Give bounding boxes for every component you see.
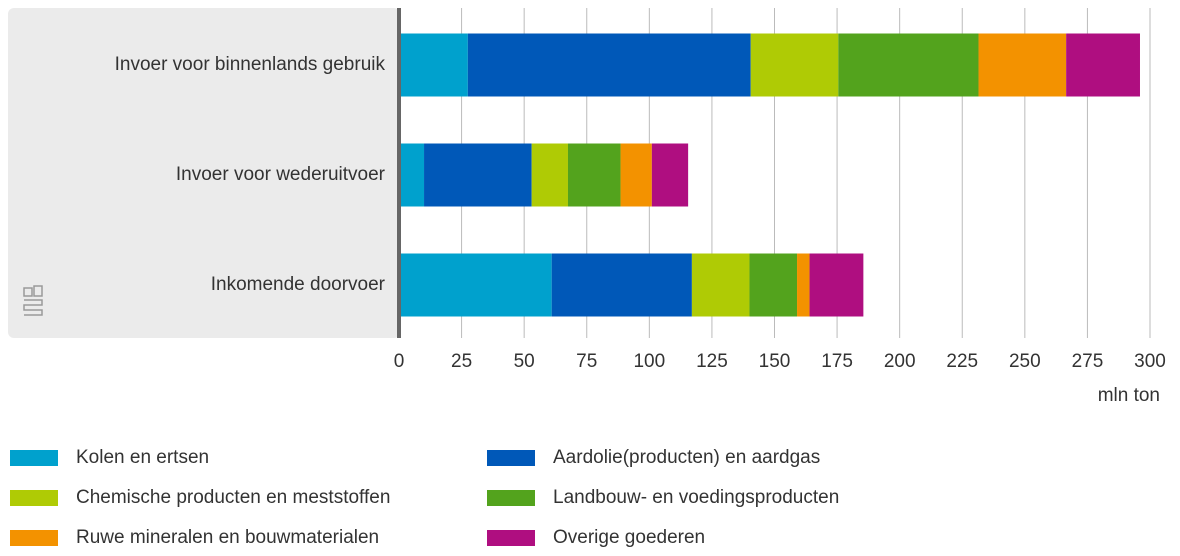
- x-tick-label: 100: [633, 351, 665, 372]
- bar-segment: [797, 253, 810, 317]
- x-tick-label: 225: [946, 351, 978, 372]
- category-panel: [8, 8, 400, 338]
- bar-segment: [399, 33, 468, 97]
- category-label: Inkomende doorvoer: [211, 274, 386, 295]
- legend-label: Kolen en ertsen: [76, 447, 209, 468]
- bar-segment: [691, 253, 750, 317]
- bar-segment: [749, 253, 798, 317]
- x-tick-label: 200: [884, 351, 916, 372]
- legend-swatch: [10, 450, 58, 466]
- bar-segment: [750, 33, 839, 97]
- legend-swatch: [487, 450, 535, 466]
- bar-segment: [978, 33, 1067, 97]
- legend-label: Ruwe mineralen en bouwmaterialen: [76, 527, 379, 548]
- legend-label: Overige goederen: [553, 527, 705, 548]
- bar-segment: [467, 33, 751, 97]
- category-label: Invoer voor wederuitvoer: [176, 164, 386, 185]
- x-tick-label: 125: [696, 351, 728, 372]
- bar-segment: [424, 143, 532, 207]
- bar-segment: [531, 143, 568, 207]
- x-tick-label: 0: [394, 351, 405, 372]
- legend-label: Landbouw- en voedingsproducten: [553, 487, 839, 508]
- logo: [23, 285, 43, 316]
- x-tick-label: 250: [1009, 351, 1041, 372]
- bar-segment: [809, 253, 864, 317]
- legend-swatch: [10, 490, 58, 506]
- legend-label: Aardolie(producten) en aardgas: [553, 447, 820, 468]
- legend-swatch: [10, 530, 58, 546]
- bar-segment: [620, 143, 652, 207]
- x-tick-label: 175: [821, 351, 853, 372]
- x-tick-label: 275: [1072, 351, 1104, 372]
- legend-swatch: [487, 530, 535, 546]
- x-tick-label: 300: [1134, 351, 1166, 372]
- bar-segment: [651, 143, 689, 207]
- legend-swatch: [487, 490, 535, 506]
- category-label: Invoer voor binnenlands gebruik: [115, 54, 386, 75]
- bar-segment: [838, 33, 979, 97]
- x-tick-label: 150: [759, 351, 791, 372]
- x-tick-label: 75: [576, 351, 597, 372]
- bar-segment: [567, 143, 621, 207]
- bar-segment: [551, 253, 692, 317]
- x-axis-label: mln ton: [1098, 385, 1160, 406]
- bar-segment: [1066, 33, 1140, 97]
- x-tick-label: 50: [514, 351, 535, 372]
- legend-label: Chemische producten en meststoffen: [76, 487, 390, 508]
- bar-segment: [399, 253, 552, 317]
- bar-segment: [399, 143, 425, 207]
- x-tick-label: 25: [451, 351, 472, 372]
